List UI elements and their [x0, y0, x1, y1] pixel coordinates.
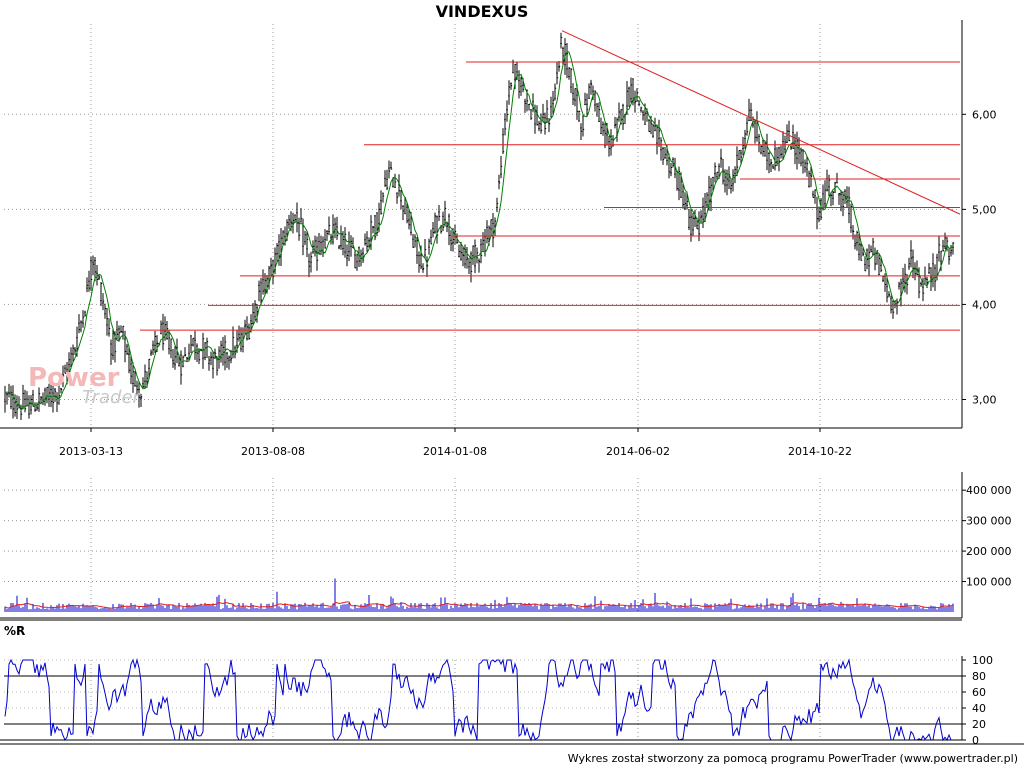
footer-credit: Wykres został stworzony za pomocą progra…: [567, 752, 1018, 765]
price-tick-label: 3,00: [972, 393, 997, 406]
x-tick-label: 2013-03-13: [59, 445, 123, 458]
price-tick-label: 5,00: [972, 203, 997, 216]
volume-average: [4, 601, 954, 609]
chart-title: VINDEXUS: [435, 2, 529, 21]
williams-tick-label: 60: [972, 686, 986, 699]
support-lines: [140, 61, 960, 331]
volume-tick-label: 200 000: [966, 545, 1012, 558]
watermark-line2: Trader: [82, 387, 140, 408]
volume-tick-label: 300 000: [966, 515, 1012, 528]
trend-line: [561, 30, 961, 215]
price-tick-label: 6,00: [972, 108, 997, 121]
price-tick-label: 4,00: [972, 298, 997, 311]
williams-tick-label: 40: [972, 702, 986, 715]
watermark-line1: Power: [28, 363, 120, 393]
volume-tick-label: 100 000: [966, 576, 1012, 589]
williams-tick-label: 20: [972, 718, 986, 731]
williams-tick-label: 0: [972, 734, 979, 747]
williams-tick-label: 80: [972, 670, 986, 683]
x-tick-label: 2013-08-08: [241, 445, 305, 458]
grid: [4, 24, 962, 741]
williams-r-line: [4, 658, 953, 742]
trend-line-segment: [561, 30, 961, 215]
x-tick-label: 2014-01-08: [423, 445, 487, 458]
axis-labels: 2013-03-13 2013-08-08 2014-01-08 2014-06-02…: [59, 108, 1011, 747]
volume-bars: [4, 578, 954, 612]
x-tick-label: 2014-06-02: [606, 445, 670, 458]
price-candles: [4, 32, 955, 420]
moving-average: [4, 50, 954, 412]
volume-tick-label: 400 000: [966, 484, 1012, 497]
watermark-logo: Power Trader: [28, 363, 140, 408]
x-tick-label: 2014-10-22: [788, 445, 852, 458]
williams-r-polyline: [4, 658, 953, 742]
volume-average-line: [4, 601, 954, 609]
williams-tick-label: 100: [972, 654, 993, 667]
indicator-label: %R: [4, 624, 26, 638]
moving-average-line: [4, 50, 954, 412]
axes: [0, 20, 1024, 745]
